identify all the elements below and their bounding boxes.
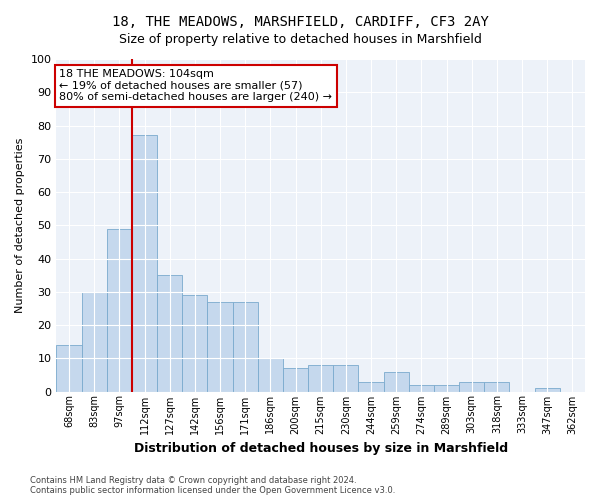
Text: 18 THE MEADOWS: 104sqm
← 19% of detached houses are smaller (57)
80% of semi-det: 18 THE MEADOWS: 104sqm ← 19% of detached… (59, 69, 332, 102)
Bar (157, 275, 182, 392)
Bar (409, 385, 434, 392)
Bar (258, 358, 283, 392)
Bar (308, 365, 333, 392)
Bar (383, 372, 409, 392)
Bar (56, 345, 82, 392)
Bar (484, 382, 509, 392)
Text: 18, THE MEADOWS, MARSHFIELD, CARDIFF, CF3 2AY: 18, THE MEADOWS, MARSHFIELD, CARDIFF, CF… (112, 15, 488, 29)
Bar (132, 136, 157, 392)
Bar (459, 382, 484, 392)
Bar (358, 382, 383, 392)
Text: Contains HM Land Registry data © Crown copyright and database right 2024.
Contai: Contains HM Land Registry data © Crown c… (30, 476, 395, 495)
Bar (208, 302, 233, 392)
X-axis label: Distribution of detached houses by size in Marshfield: Distribution of detached houses by size … (134, 442, 508, 455)
Bar (333, 365, 358, 392)
Bar (82, 292, 107, 392)
Bar (535, 388, 560, 392)
Bar (233, 302, 258, 392)
Bar (182, 295, 208, 392)
Bar (283, 368, 308, 392)
Y-axis label: Number of detached properties: Number of detached properties (15, 138, 25, 313)
Text: Size of property relative to detached houses in Marshfield: Size of property relative to detached ho… (119, 32, 481, 46)
Bar (434, 385, 459, 392)
Bar (107, 228, 132, 392)
